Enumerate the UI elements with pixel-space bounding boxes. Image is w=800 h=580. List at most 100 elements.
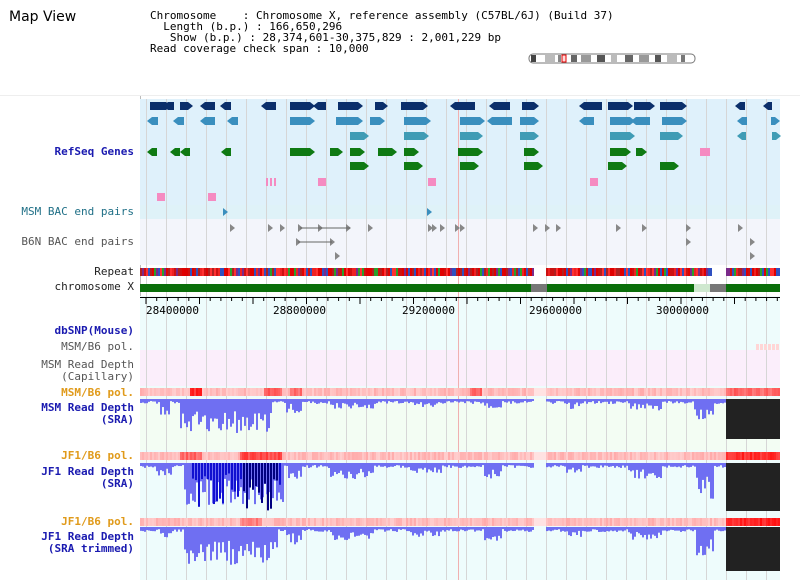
depth-bar — [478, 463, 480, 467]
track-label-jf1-b6-pol-2[interactable]: JF1/B6 pol. — [61, 515, 134, 528]
chromosome-ideogram[interactable] — [525, 52, 700, 66]
gene-arrow — [313, 102, 318, 110]
depth-bar — [658, 463, 660, 477]
pol-block — [168, 452, 170, 460]
pol-block — [710, 452, 712, 460]
gene-feature — [404, 162, 418, 170]
depth-bar-saturated — [249, 463, 251, 488]
pol-block — [736, 518, 738, 526]
pol-block — [630, 388, 632, 396]
track-label-chromosome[interactable]: chromosome X — [54, 280, 134, 293]
pol-block — [632, 452, 634, 460]
pol-block — [434, 518, 436, 526]
depth-bar — [382, 527, 384, 530]
pol-block — [750, 388, 752, 396]
depth-bar — [654, 527, 656, 536]
depth-bar — [154, 527, 156, 532]
repeat-block — [546, 268, 548, 276]
depth-bar — [550, 399, 552, 403]
depth-bar — [496, 399, 498, 408]
pol-block — [252, 388, 254, 396]
track-label-msm-depth-capillary[interactable]: MSM Read Depth (Capillary) — [41, 359, 134, 383]
repeat-block — [328, 268, 330, 276]
repeat-block — [670, 268, 672, 276]
track-label-jf1-b6-pol-1[interactable]: JF1/B6 pol. — [61, 449, 134, 462]
pol-block — [172, 452, 174, 460]
repeat-block — [498, 268, 500, 276]
pol-block — [504, 388, 506, 396]
pol-block — [154, 452, 156, 460]
depth-bar — [372, 463, 374, 473]
pol-block — [542, 518, 544, 526]
pol-block — [698, 518, 700, 526]
pol-block — [704, 518, 706, 526]
depth-bar — [356, 527, 358, 536]
track-label-msm-depth-sra[interactable]: MSM Read Depth (SRA) — [41, 402, 134, 426]
track-label-msm-b6-pol-2[interactable]: MSM/B6 pol. — [61, 386, 134, 399]
repeat-block — [452, 268, 454, 276]
gene-feature — [401, 102, 423, 110]
pol-block — [494, 518, 496, 526]
repeat-block — [626, 268, 628, 276]
label-line: (SRA trimmed) — [47, 542, 134, 555]
repeat-block — [554, 268, 556, 276]
depth-bar-saturated — [243, 463, 245, 492]
track-label-msm-b6-pol-1[interactable]: MSM/B6 pol. — [61, 340, 134, 353]
repeat-block — [338, 268, 340, 276]
depth-bar — [392, 399, 394, 403]
bac-end-marker — [455, 224, 460, 232]
repeat-block — [690, 268, 692, 276]
repeat-block — [572, 268, 574, 276]
depth-bar — [712, 527, 714, 552]
pol-block — [326, 388, 328, 396]
repeat-block — [632, 268, 634, 276]
depth-bar — [660, 527, 662, 535]
pol-block — [508, 452, 510, 460]
pol-block — [374, 452, 376, 460]
depth-bar — [566, 463, 568, 473]
pol-block — [768, 518, 770, 526]
depth-bar — [306, 399, 308, 402]
track-label-refseq[interactable]: RefSeq Genes — [54, 145, 134, 158]
track-label-jf1-depth-trimmed[interactable]: JF1 Read Depth (SRA trimmed) — [41, 531, 134, 555]
repeat-block — [706, 268, 708, 276]
depth-bar — [634, 463, 636, 478]
depth-bar — [648, 399, 650, 406]
pol-block — [596, 452, 598, 460]
pol-block — [426, 388, 428, 396]
track-label-b6n-bac[interactable]: B6N BAC end pairs — [21, 235, 134, 248]
depth-bar — [288, 463, 290, 479]
repeat-block — [442, 268, 444, 276]
pol-block — [300, 452, 302, 460]
pol-block — [354, 388, 356, 396]
gene-feature — [152, 148, 157, 156]
pol-block — [778, 518, 780, 526]
depth-bar — [486, 463, 488, 478]
pol-block — [330, 388, 332, 396]
pol-block — [204, 452, 206, 460]
depth-bar — [434, 527, 436, 536]
track-label-msm-bac[interactable]: MSM BAC end pairs — [21, 205, 134, 218]
depth-bar — [292, 527, 294, 534]
track-label-repeat[interactable]: Repeat — [94, 265, 134, 278]
depth-bar — [516, 527, 518, 530]
pol-block — [460, 452, 462, 460]
depth-bar — [696, 463, 698, 478]
pol-block — [530, 518, 532, 526]
pol-block — [222, 388, 224, 396]
repeat-block — [508, 268, 510, 276]
pol-block — [612, 452, 614, 460]
repeat-block — [332, 268, 334, 276]
track-label-dbsnp[interactable]: dbSNP(Mouse) — [54, 324, 134, 337]
pol-block — [586, 388, 588, 396]
pol-block — [422, 388, 424, 396]
pol-block — [366, 452, 368, 460]
track-label-jf1-depth-sra[interactable]: JF1 Read Depth (SRA) — [41, 466, 134, 490]
pol-block — [774, 388, 776, 396]
repeat-block — [362, 268, 364, 276]
depth-bar — [254, 527, 256, 558]
repeat-block — [220, 268, 222, 276]
gene-feature — [460, 132, 478, 140]
pol-block — [328, 452, 330, 460]
